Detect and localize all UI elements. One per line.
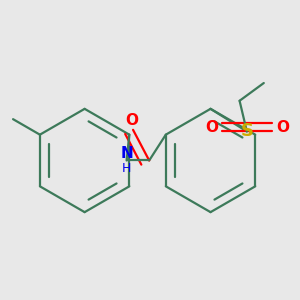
Text: H: H — [122, 162, 131, 175]
Text: S: S — [240, 122, 253, 140]
Text: O: O — [126, 113, 139, 128]
Text: N: N — [120, 146, 133, 161]
Text: O: O — [276, 120, 289, 135]
Text: O: O — [205, 120, 218, 135]
